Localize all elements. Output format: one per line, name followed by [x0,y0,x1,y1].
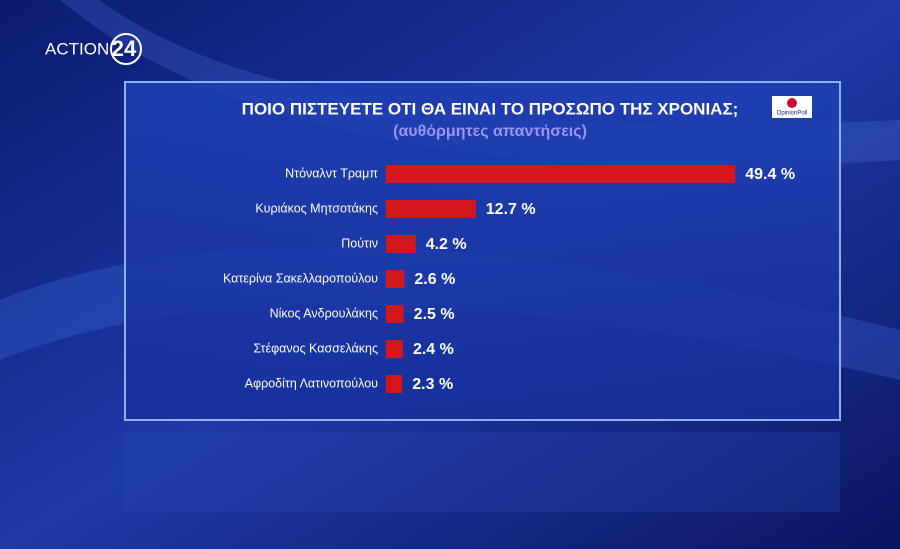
panel [124,81,841,421]
category-label: Ντόναλντ Τραμπ [285,166,378,180]
value-label: 12.7 % [486,201,536,218]
bar [386,270,405,288]
bar [386,235,416,253]
bar [386,305,404,323]
value-label: 4.2 % [426,236,467,253]
pollster-icon [787,98,797,108]
value-label: 2.3 % [412,376,453,393]
bar [386,375,403,393]
value-label: 49.4 % [745,166,795,183]
category-label: Κυριάκος Μητσοτάκης [255,201,378,215]
category-label: Κατερίνα Σακελλαροπούλου [223,271,378,285]
category-label: Πούτιν [341,236,378,250]
category-label: Νίκος Ανδρουλάκης [270,306,378,320]
bar [386,165,736,183]
value-label: 2.4 % [413,341,454,358]
panel-reflection [125,432,840,512]
pollster-name: OpinionPoll [777,111,808,117]
channel-number: 24 [112,36,137,61]
category-label: Αφροδίτη Λατινοπούλου [245,376,378,390]
value-label: 2.6 % [414,271,455,288]
bar [386,340,403,358]
logo-ring [110,33,142,65]
bar [386,200,476,218]
chart-title: ΠΟΙΟ ΠΙΣΤΕΥΕΤΕ ΟΤΙ ΘΑ ΕΙΝΑΙ ΤΟ ΠΡΟΣΩΠΟ Τ… [242,99,739,118]
chart-subtitle: (αυθόρμητες απαντήσεις) [393,123,587,140]
value-label: 2.5 % [414,306,455,323]
category-label: Στέφανος Κασσελάκης [253,341,378,355]
channel-logo: ACTION [45,39,109,58]
